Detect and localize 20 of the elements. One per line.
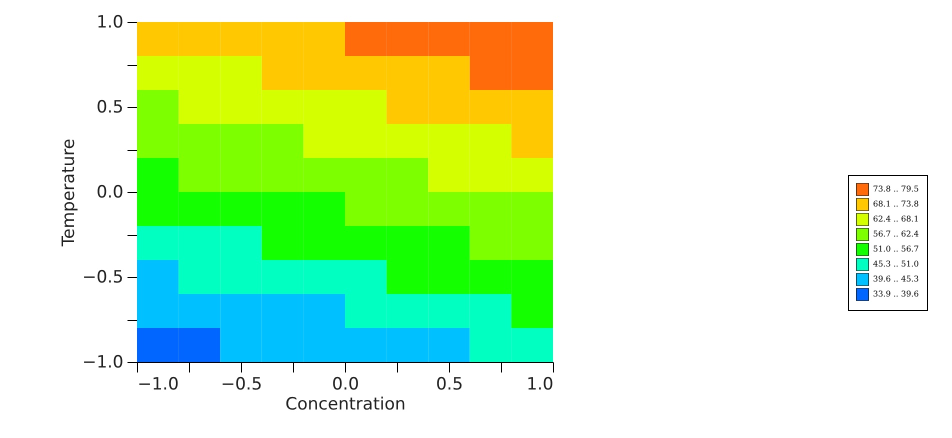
x-axis-title: Concentration bbox=[285, 394, 406, 414]
color-bar-label: 39.6 .. 45.3 bbox=[873, 274, 919, 284]
color-bar-label: 62.4 .. 68.1 bbox=[873, 214, 919, 224]
color-bar-label: 45.3 .. 51.0 bbox=[873, 260, 919, 268]
y-tick-label: −1.0 bbox=[82, 352, 124, 372]
y-tick-label: −0.5 bbox=[82, 268, 124, 288]
y-axis-title: Temperature bbox=[59, 138, 80, 248]
x-tick-label: 1.0 bbox=[526, 374, 554, 394]
color-bar-label: 73.8 .. 79.5 bbox=[873, 184, 919, 194]
y-tick-label: 1.0 bbox=[96, 12, 124, 32]
x-tick-label: 0.5 bbox=[436, 374, 464, 394]
y-tick-label: 0.5 bbox=[96, 98, 124, 118]
color-bar-label: 51.0 .. 56.7 bbox=[873, 244, 919, 254]
x-tick-label: 0.0 bbox=[332, 374, 360, 394]
y-tick-label: 0.0 bbox=[96, 182, 124, 202]
color-bar-label: 68.1 .. 73.8 bbox=[873, 200, 919, 208]
color-bar-label: 33.9 .. 39.6 bbox=[873, 290, 919, 298]
color-bar-label: 56.7 .. 62.4 bbox=[873, 230, 919, 238]
x-tick-label: −1.0 bbox=[138, 374, 179, 394]
x-tick-label: −0.5 bbox=[220, 374, 262, 394]
